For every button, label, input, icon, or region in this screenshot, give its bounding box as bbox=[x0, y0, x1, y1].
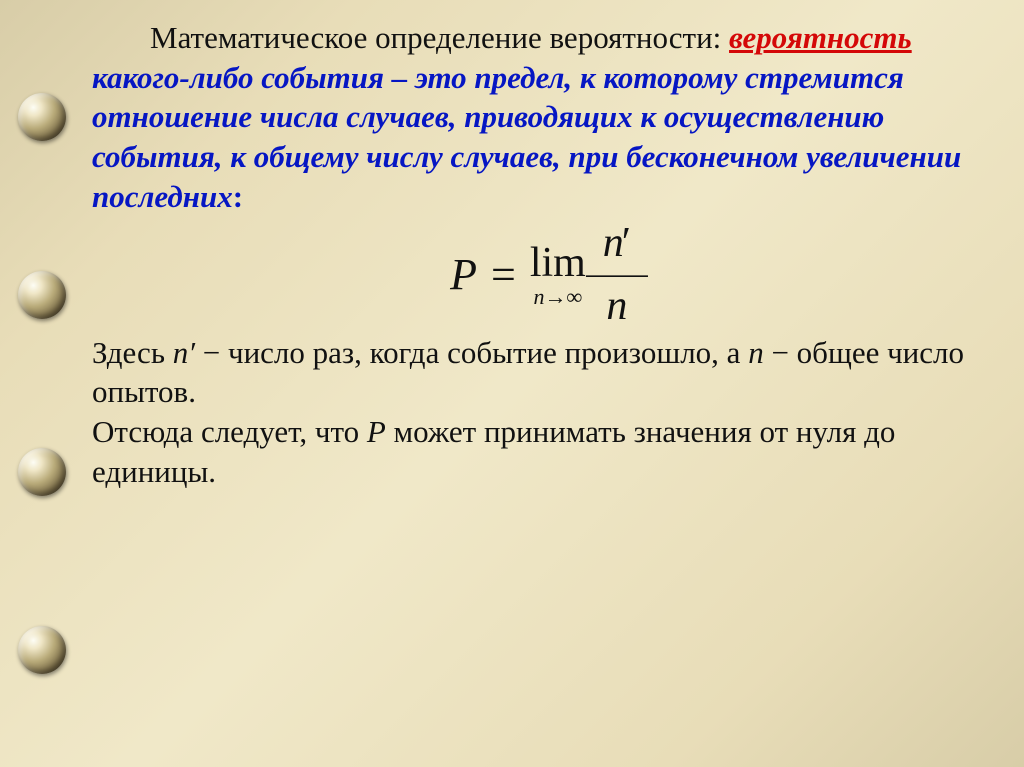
definition-paragraph: Математическое определение вероятности: … bbox=[92, 18, 992, 216]
var-n-prime: n′ bbox=[173, 335, 195, 370]
explain-t1: Здесь bbox=[92, 335, 173, 370]
lim-subscript: n→∞ bbox=[534, 286, 583, 308]
rivet-decoration bbox=[18, 448, 66, 496]
var-n-prime-n: n bbox=[173, 335, 189, 370]
formula-lhs: P bbox=[450, 253, 477, 297]
limit-operator: lim n→∞ bbox=[530, 242, 586, 308]
probability-formula: P = lim n→∞ n′ — n bbox=[92, 222, 992, 326]
rivet-column bbox=[18, 0, 78, 767]
lim-word: lim bbox=[530, 242, 586, 284]
var-n-prime-mark: ′ bbox=[188, 335, 195, 370]
rivet-decoration bbox=[18, 93, 66, 141]
fraction: n′ — n bbox=[600, 222, 634, 326]
var-n: n bbox=[748, 335, 764, 370]
intro-text: Математическое определение вероятности: bbox=[150, 20, 729, 55]
explain-t2: − число раз, когда событие произошло, а bbox=[195, 335, 748, 370]
definition-term: вероятность bbox=[729, 20, 912, 55]
rivet-decoration bbox=[18, 626, 66, 674]
explanation-paragraph: Здесь n′ − число раз, когда событие прои… bbox=[92, 333, 992, 492]
rivet-decoration bbox=[18, 271, 66, 319]
definition-colon: : bbox=[233, 179, 243, 214]
definition-body: какого-либо события – это предел, к кото… bbox=[92, 60, 961, 214]
slide-content: Математическое определение вероятности: … bbox=[92, 18, 992, 749]
explain-t4: Отсюда следует, что bbox=[92, 414, 367, 449]
formula-equals: = bbox=[491, 253, 516, 297]
fraction-bar: — bbox=[586, 264, 647, 284]
var-p: Р bbox=[367, 414, 386, 449]
